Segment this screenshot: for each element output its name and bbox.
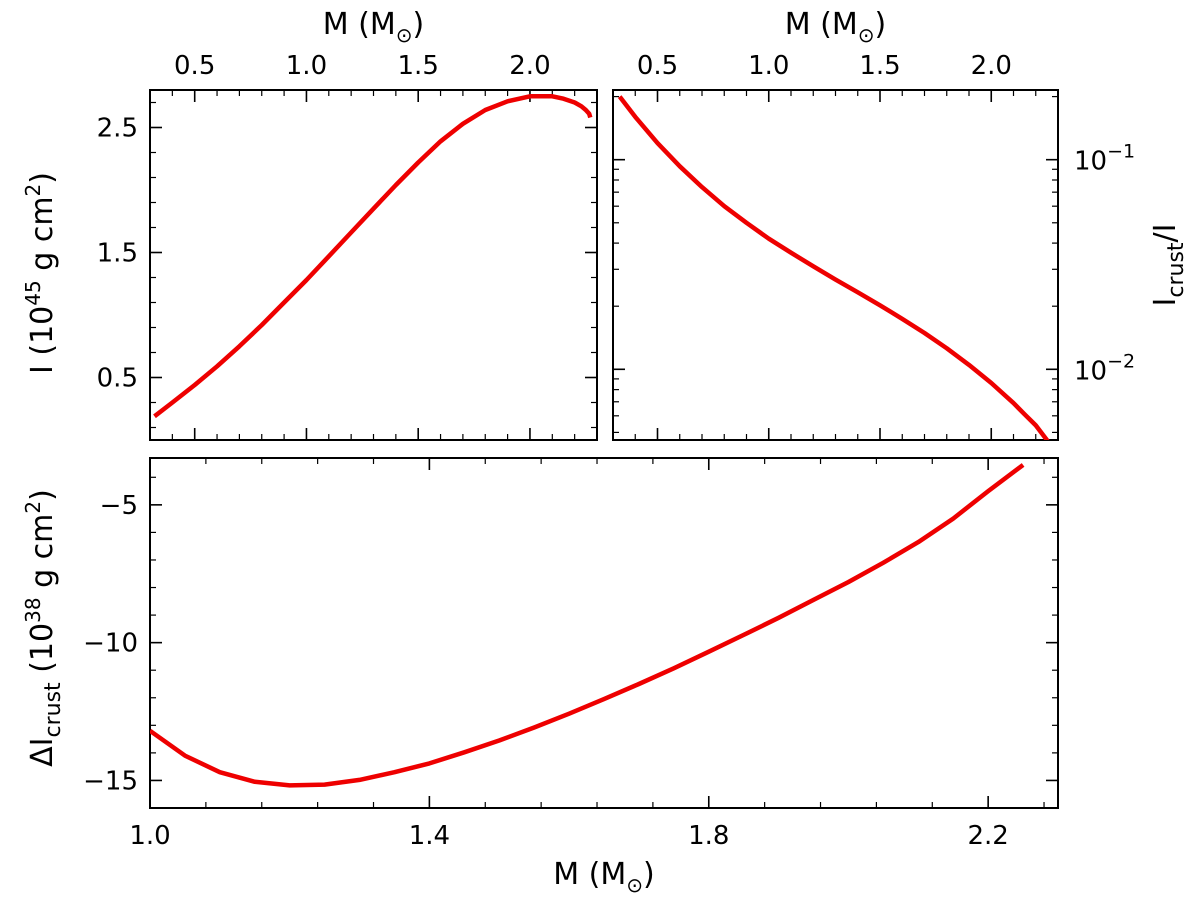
data-series-line bbox=[617, 95, 1050, 440]
x-tick-label: 1.0 bbox=[129, 821, 170, 851]
x-axis-title: M (M⊙) bbox=[785, 7, 887, 47]
x-tick-label: 1.5 bbox=[398, 51, 439, 81]
data-series-line bbox=[153, 94, 593, 419]
x-tick-label: 1.4 bbox=[409, 821, 450, 851]
plot-frame bbox=[612, 89, 1059, 441]
plot-frame bbox=[149, 457, 1059, 809]
y-axis-title: Icrust/I bbox=[1148, 224, 1189, 307]
crust-fraction-panel: 0.5 1.0 1.5 2.0 10−2 10−1 M (M⊙) Icrust/I bbox=[612, 7, 1189, 441]
y-tick-label: −15 bbox=[83, 766, 138, 796]
x-axis-title: M (M⊙) bbox=[323, 7, 425, 47]
crust-shift-panel: 1.0 1.4 1.8 2.2 −15 −10 −5 M (M⊙) ΔIcrust (1038 … bbox=[21, 457, 1059, 897]
y-tick-label: 10−1 bbox=[1074, 141, 1135, 177]
x-tick-label: 2.0 bbox=[509, 51, 550, 81]
y-tick-label: −5 bbox=[100, 491, 138, 521]
y-tick-label: −10 bbox=[83, 629, 138, 659]
x-tick-label: 1.0 bbox=[286, 51, 327, 81]
x-tick-label: 2.0 bbox=[971, 51, 1012, 81]
data-series-line bbox=[150, 463, 1025, 788]
x-axis-title: M (M⊙) bbox=[553, 857, 655, 897]
x-tick-label: 0.5 bbox=[174, 51, 215, 81]
y-axis-title: I (1045 g cm2) bbox=[21, 172, 60, 374]
y-tick-label: 0.5 bbox=[97, 364, 138, 394]
plot-frame bbox=[149, 89, 598, 441]
y-tick-label: 10−2 bbox=[1074, 350, 1135, 386]
x-tick-label: 2.2 bbox=[967, 821, 1008, 851]
moment-of-inertia-panel: 0.5 1.0 1.5 2.0 0.5 1.5 2.5 M (M⊙) I (1045 g cm2… bbox=[21, 7, 598, 441]
x-tick-label: 1.8 bbox=[688, 821, 729, 851]
y-axis-title: ΔIcrust (1038 g cm2) bbox=[21, 489, 66, 767]
x-tick-label: 1.5 bbox=[859, 51, 900, 81]
y-tick-label: 2.5 bbox=[97, 114, 138, 144]
y-tick-label: 1.5 bbox=[97, 239, 138, 269]
x-tick-label: 0.5 bbox=[637, 51, 678, 81]
x-tick-label: 1.0 bbox=[748, 51, 789, 81]
